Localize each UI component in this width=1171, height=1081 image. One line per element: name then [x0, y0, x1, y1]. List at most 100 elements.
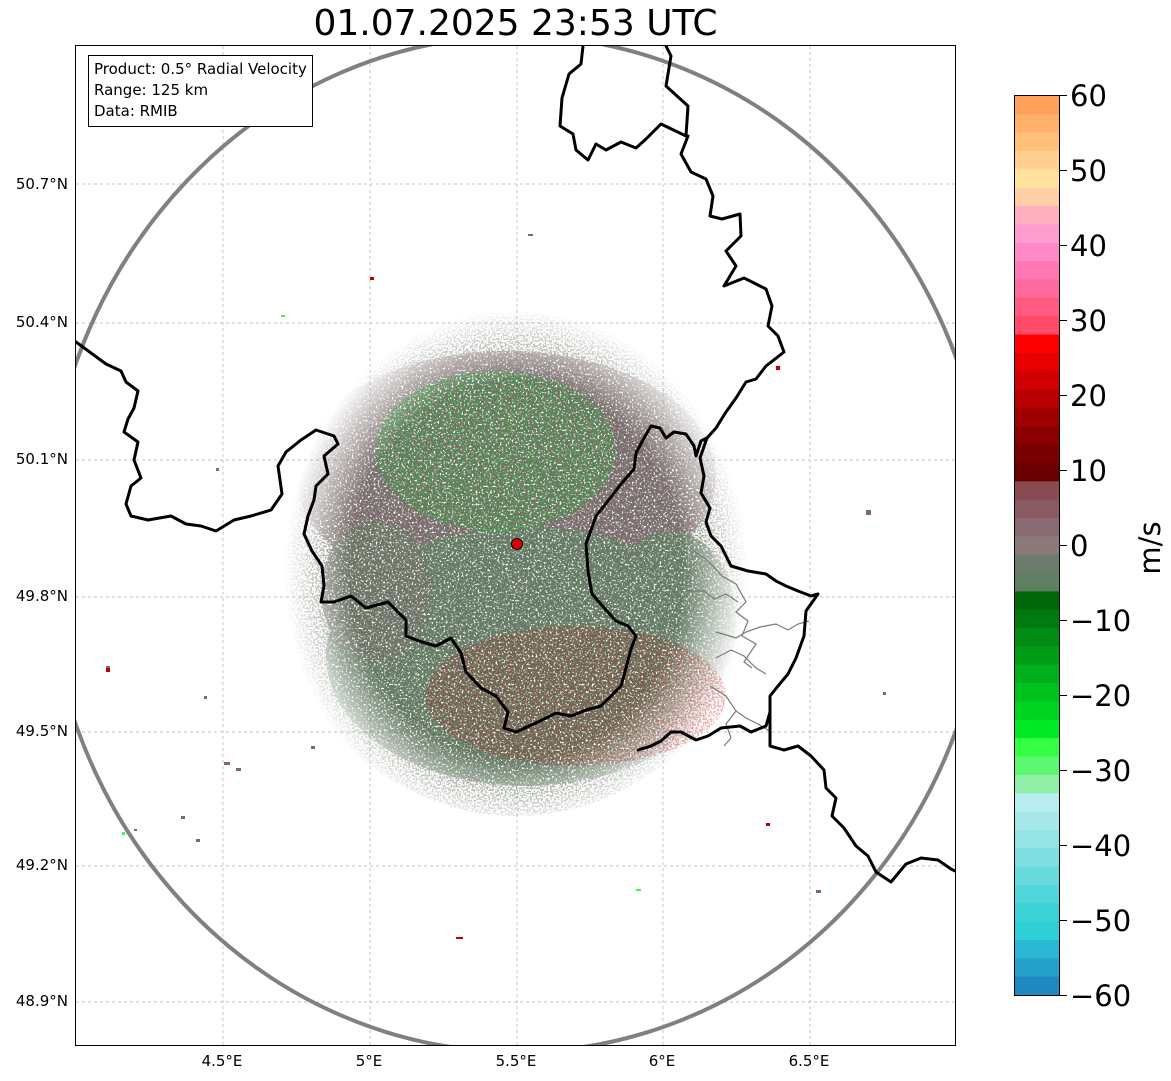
colorbar-band [1015, 976, 1059, 995]
colorbar-label-minus-20: −20 [1070, 679, 1132, 713]
colorbar-band [1015, 701, 1059, 721]
lat-label-48-9: 48.9°N [15, 992, 68, 1010]
lon-label-5-5: 5.5°E [495, 1052, 537, 1070]
lon-label-5: 5°E [355, 1052, 383, 1070]
colorbar-band [1015, 224, 1059, 244]
map-title: 01.07.2025 23:53 UTC [313, 3, 718, 44]
product-info-source: Data: RMIB [94, 102, 178, 120]
colorbar-label-30: 30 [1070, 304, 1107, 338]
colorbar-tick [1060, 545, 1067, 546]
colorbar-label-50: 50 [1070, 154, 1107, 188]
lat-label-49-5: 49.5°N [15, 722, 68, 740]
colorbar-band [1015, 738, 1059, 758]
colorbar-tick [1060, 470, 1067, 471]
colorbar-band [1015, 316, 1059, 336]
colorbar-band [1015, 352, 1059, 372]
admin-boundaries [686, 550, 810, 747]
colorbar-band [1015, 96, 1059, 115]
colorbar-tick [1060, 95, 1067, 96]
colorbar-band [1015, 628, 1059, 648]
colorbar-band [1015, 426, 1059, 446]
colorbar-band [1015, 646, 1059, 666]
colorbar-unit-label: m/s [1133, 521, 1167, 575]
colorbar-band [1015, 609, 1059, 629]
colorbar-band [1015, 371, 1059, 391]
colorbar-band [1015, 921, 1059, 941]
colorbar-tick [1060, 770, 1067, 771]
colorbar-band [1015, 151, 1059, 170]
colorbar-band [1015, 444, 1059, 464]
colorbar-tick [1060, 320, 1067, 321]
lat-label-50-1: 50.1°N [15, 450, 68, 468]
colorbar-band [1015, 719, 1059, 739]
colorbar-label-minus-40: −40 [1070, 829, 1132, 863]
colorbar-band [1015, 114, 1059, 134]
map-plot-area[interactable] [75, 45, 956, 1046]
colorbar-band [1015, 536, 1059, 556]
national-borders [76, 46, 955, 884]
colorbar-band [1015, 297, 1059, 317]
colorbar-band [1015, 829, 1059, 849]
colorbar-band [1015, 462, 1059, 482]
colorbar-band [1015, 903, 1059, 923]
colorbar-label-0: 0 [1070, 529, 1089, 563]
colorbar-band [1015, 517, 1059, 537]
colorbar-band [1015, 132, 1059, 152]
colorbar-label-20: 20 [1070, 379, 1107, 413]
colorbar-band [1015, 811, 1059, 831]
colorbar-band [1015, 884, 1059, 904]
product-info-box: Product: 0.5° Radial Velocity Range: 125… [88, 55, 313, 127]
colorbar-band [1015, 334, 1059, 354]
colorbar-label-minus-10: −10 [1070, 604, 1132, 638]
colorbar-tick [1060, 245, 1067, 246]
colorbar-tick [1060, 695, 1067, 696]
colorbar-band [1015, 187, 1059, 207]
colorbar-band [1015, 939, 1059, 959]
colorbar-label-minus-30: −30 [1070, 754, 1132, 788]
colorbar-band [1015, 206, 1059, 226]
product-info-product: Product: 0.5° Radial Velocity [94, 60, 307, 78]
colorbar-band [1015, 774, 1059, 794]
colorbar-tick [1060, 620, 1067, 621]
colorbar-band [1015, 481, 1059, 501]
radar-speckles [376, 371, 726, 766]
colorbar-label-40: 40 [1070, 229, 1107, 263]
colorbar-band [1015, 554, 1059, 574]
radar-site-marker [511, 538, 523, 550]
colorbar-tick [1060, 920, 1067, 921]
lat-label-50-4: 50.4°N [15, 313, 68, 331]
colorbar-band [1015, 958, 1059, 978]
colorbar-band [1015, 169, 1059, 189]
colorbar-tick [1060, 845, 1067, 846]
colorbar-band [1015, 389, 1059, 409]
colorbar-band [1015, 242, 1059, 262]
colorbar-band [1015, 756, 1059, 776]
lat-label-49-8: 49.8°N [15, 587, 68, 605]
colorbar-band [1015, 664, 1059, 684]
lat-label-49-2: 49.2°N [15, 856, 68, 874]
colorbar-label-minus-60: −60 [1070, 979, 1132, 1013]
lon-label-6-5: 6.5°E [788, 1052, 830, 1070]
colorbar-tick [1060, 995, 1067, 996]
colorbar-band [1015, 279, 1059, 299]
colorbar-band [1015, 848, 1059, 868]
colorbar-band [1015, 793, 1059, 813]
colorbar-band [1015, 573, 1059, 592]
colorbar-band [1015, 683, 1059, 703]
lat-label-50-7: 50.7°N [15, 175, 68, 193]
colorbar-label-60: 60 [1070, 79, 1107, 113]
lon-label-6: 6°E [648, 1052, 676, 1070]
radar-map [76, 46, 955, 1045]
colorbar-tick [1060, 395, 1067, 396]
colorbar-tick [1060, 170, 1067, 171]
colorbar-label-10: 10 [1070, 454, 1107, 488]
colorbar-band [1015, 591, 1059, 611]
colorbar-bands [1015, 96, 1059, 995]
colorbar-band [1015, 407, 1059, 427]
velocity-colorbar [1014, 95, 1060, 996]
lon-label-4-5: 4.5°E [201, 1052, 243, 1070]
colorbar-band [1015, 261, 1059, 281]
colorbar-band [1015, 499, 1059, 519]
colorbar-band [1015, 866, 1059, 886]
scattered-echoes [106, 234, 886, 939]
